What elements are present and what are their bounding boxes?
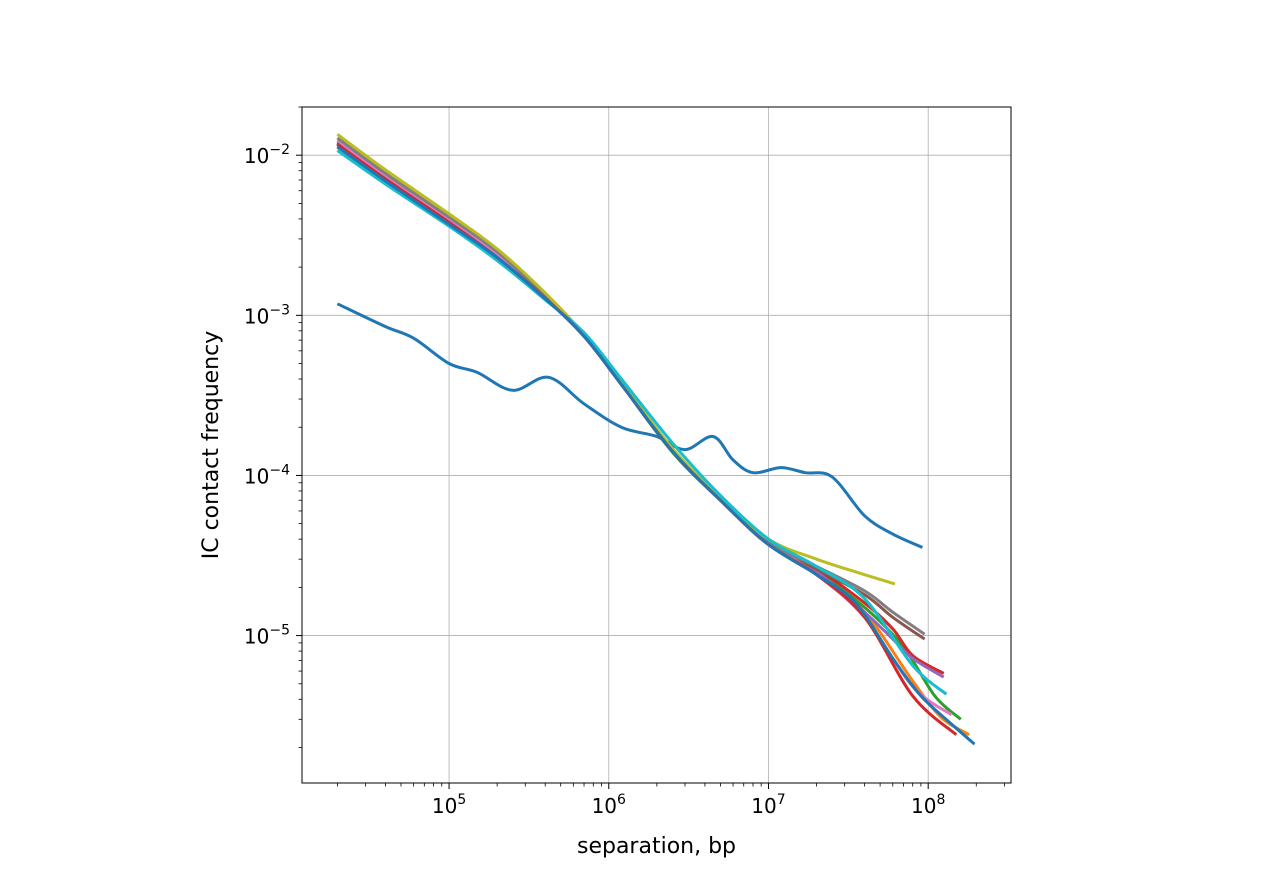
x-tick-exponent: 6 — [617, 792, 626, 808]
y-tick-base: 10 — [244, 304, 269, 328]
x-tick-label: 106 — [592, 792, 626, 818]
x-tick-label: 105 — [432, 792, 466, 818]
x-tick-base: 10 — [911, 794, 936, 818]
x-tick-exponent: 8 — [936, 792, 945, 808]
x-tick-exponent: 5 — [457, 792, 466, 808]
y-tick-exponent: −4 — [269, 462, 290, 478]
y-tick-base: 10 — [244, 464, 269, 488]
x-tick-label: 108 — [911, 792, 945, 818]
y-tick-label: 10−2 — [244, 142, 290, 168]
series-line-10 — [336, 149, 948, 696]
y-tick-exponent: −5 — [269, 623, 290, 639]
series-line-12 — [336, 145, 976, 746]
y-tick-label: 10−3 — [244, 302, 290, 328]
x-tick-base: 10 — [592, 794, 617, 818]
series-line-1 — [336, 302, 924, 549]
x-tick-base: 10 — [751, 794, 776, 818]
series-layer — [336, 133, 976, 746]
y-tick-base: 10 — [244, 144, 269, 168]
y-tick-label: 10−4 — [244, 462, 290, 488]
x-tick-label: 107 — [751, 792, 785, 818]
y-axis-label: IC contact frequency — [199, 331, 224, 560]
x-axis-label: separation, bp — [577, 834, 736, 859]
y-tick-label: 10−5 — [244, 623, 290, 649]
y-tick-base: 10 — [244, 625, 269, 649]
y-tick-exponent: −3 — [269, 302, 290, 318]
x-tick-exponent: 7 — [777, 792, 786, 808]
plot-background — [302, 107, 1011, 783]
x-tick-base: 10 — [432, 794, 457, 818]
y-tick-exponent: −2 — [269, 142, 290, 158]
